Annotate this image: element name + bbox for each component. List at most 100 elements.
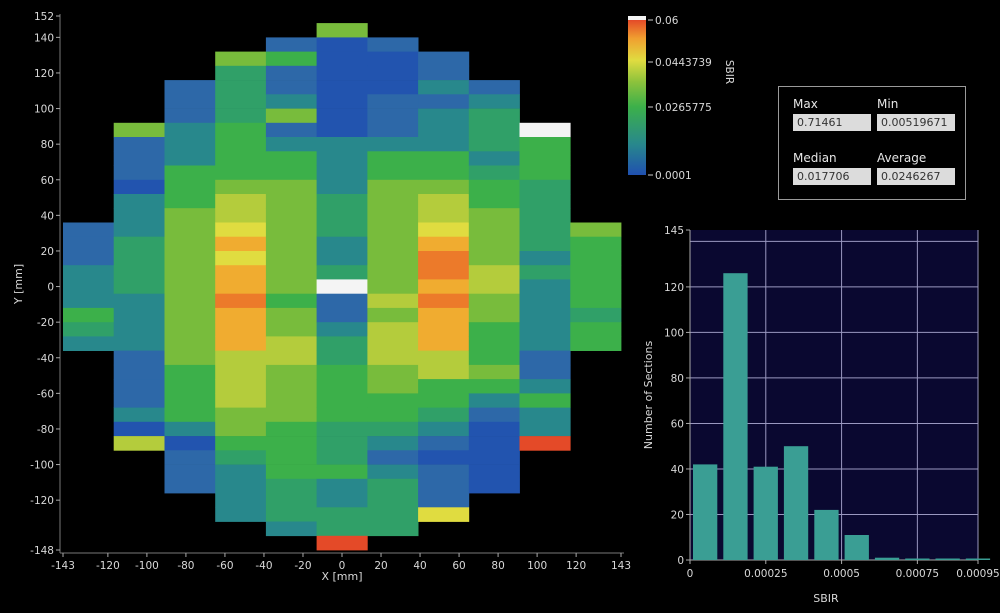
y-axis-ticks: 152 140 120 100 80 60 40 20 0 -20 -40 -60 -80 -100 -12… bbox=[30, 11, 60, 557]
histogram-y-tick-label: 0 bbox=[677, 555, 684, 567]
heatmap-cell bbox=[113, 122, 165, 138]
histogram-bar bbox=[965, 558, 991, 560]
heatmap-cell bbox=[367, 407, 419, 423]
statistics-panel: Max 0.71461 Min 0.00519671 Median 0.0177… bbox=[778, 86, 966, 200]
heatmap-cell bbox=[265, 108, 317, 124]
stat-median-field[interactable]: 0.017706 bbox=[793, 168, 871, 185]
stat-average-field[interactable]: 0.0246267 bbox=[877, 168, 955, 185]
heatmap-cell bbox=[316, 194, 368, 209]
heatmap-cell bbox=[367, 350, 419, 366]
heatmap-cell bbox=[468, 94, 520, 109]
histogram-y-axis-label: Number of Sections bbox=[642, 341, 655, 450]
histogram-y-tick-label: 20 bbox=[671, 509, 684, 521]
stat-max-field[interactable]: 0.71461 bbox=[793, 114, 871, 131]
x-axis-label: X [mm] bbox=[321, 570, 362, 583]
heatmap-cell bbox=[215, 364, 267, 380]
heatmap-cell bbox=[367, 165, 419, 181]
heatmap-cell bbox=[164, 251, 216, 266]
heatmap-cell bbox=[215, 279, 267, 294]
heatmap-cell bbox=[316, 393, 368, 408]
heatmap-cell bbox=[367, 478, 419, 494]
heatmap-cell bbox=[468, 436, 520, 451]
heatmap-cell bbox=[418, 464, 470, 480]
heatmap-cell bbox=[265, 65, 317, 81]
heatmap-cell bbox=[367, 122, 419, 138]
heatmap-cell bbox=[468, 108, 520, 124]
heatmap-cell bbox=[418, 407, 470, 423]
heatmap-cell bbox=[265, 179, 317, 195]
heatmap-cell bbox=[215, 122, 267, 138]
x-tick-label: 100 bbox=[527, 560, 547, 572]
heatmap-cell bbox=[519, 151, 571, 166]
heatmap-cell bbox=[418, 65, 470, 81]
x-tick-label: 143 bbox=[611, 560, 631, 572]
histogram-y-tick-label: 40 bbox=[671, 464, 684, 476]
heatmap-cell bbox=[418, 51, 470, 67]
heatmap-cell bbox=[265, 336, 317, 351]
heatmap-cell bbox=[164, 165, 216, 181]
y-tick-label: 152 bbox=[34, 11, 54, 23]
heatmap-cell bbox=[215, 179, 267, 195]
x-tick-label: 60 bbox=[452, 560, 465, 572]
heatmap-cell bbox=[367, 322, 419, 337]
heatmap-cell bbox=[519, 322, 571, 337]
heatmap-cell bbox=[113, 165, 165, 181]
heatmap-cell bbox=[316, 478, 368, 494]
heatmap-cell bbox=[63, 265, 115, 280]
heatmap-cell bbox=[519, 236, 571, 252]
heatmap-cell bbox=[63, 307, 115, 323]
heatmap-cell bbox=[468, 236, 520, 252]
histogram-bar bbox=[814, 509, 839, 560]
heatmap-cell bbox=[468, 307, 520, 323]
histogram-bar bbox=[844, 535, 869, 560]
heatmap-cell bbox=[215, 293, 267, 309]
heatmap-cell bbox=[164, 137, 216, 152]
heatmap-cell bbox=[367, 421, 419, 437]
heatmap-cell bbox=[316, 535, 368, 551]
heatmap-cell bbox=[519, 251, 571, 266]
stat-min-field[interactable]: 0.00519671 bbox=[877, 114, 955, 131]
histogram-x-tick-label: 0.00095 bbox=[956, 568, 999, 580]
heatmap-cell bbox=[418, 137, 470, 152]
heatmap-cell bbox=[316, 94, 368, 109]
heatmap-cell bbox=[265, 521, 317, 537]
heatmap-cell bbox=[519, 222, 571, 238]
histogram-bar bbox=[723, 273, 748, 560]
heatmap-cell bbox=[265, 208, 317, 223]
heatmap-cell bbox=[418, 208, 470, 223]
heatmap-cell bbox=[316, 37, 368, 52]
heatmap-cell bbox=[519, 137, 571, 152]
heatmap-cell bbox=[519, 279, 571, 294]
colorbar-tick-label: 0.0265775 bbox=[655, 102, 712, 114]
heatmap-cell bbox=[63, 293, 115, 309]
histogram-bar bbox=[905, 558, 930, 560]
stat-average: Average 0.0246267 bbox=[877, 151, 955, 185]
heatmap-cell bbox=[265, 478, 317, 494]
heatmap-cell bbox=[265, 151, 317, 166]
heatmap-cell bbox=[468, 464, 520, 480]
heatmap-cell bbox=[519, 436, 571, 451]
heatmap-cell bbox=[113, 322, 165, 337]
heatmap-cell bbox=[215, 94, 267, 109]
heatmap-cell bbox=[316, 222, 368, 238]
heatmap-cell bbox=[418, 436, 470, 451]
heatmap-cell bbox=[113, 379, 165, 394]
heatmap-cell bbox=[164, 179, 216, 195]
y-tick-label: -80 bbox=[37, 424, 54, 436]
heatmap-cell bbox=[164, 478, 216, 494]
heatmap-cell bbox=[113, 350, 165, 366]
heatmap-cell bbox=[519, 122, 571, 138]
heatmap-cell bbox=[113, 336, 165, 351]
heatmap-cell bbox=[113, 293, 165, 309]
heatmap-cell bbox=[468, 80, 520, 95]
heatmap-cell bbox=[570, 236, 622, 252]
histogram-bar bbox=[753, 466, 778, 560]
heatmap-cell bbox=[468, 478, 520, 494]
heatmap-cell bbox=[367, 521, 419, 537]
histogram-x-axis-label: SBIR bbox=[813, 592, 839, 605]
heatmap-cell bbox=[367, 108, 419, 124]
histogram-bar bbox=[935, 558, 960, 560]
heatmap-cell bbox=[367, 293, 419, 309]
heatmap-cell bbox=[418, 336, 470, 351]
heatmap-plot: 152 140 120 100 80 60 40 20 0 -20 -40 -60 -80 -100 -12… bbox=[12, 11, 631, 583]
